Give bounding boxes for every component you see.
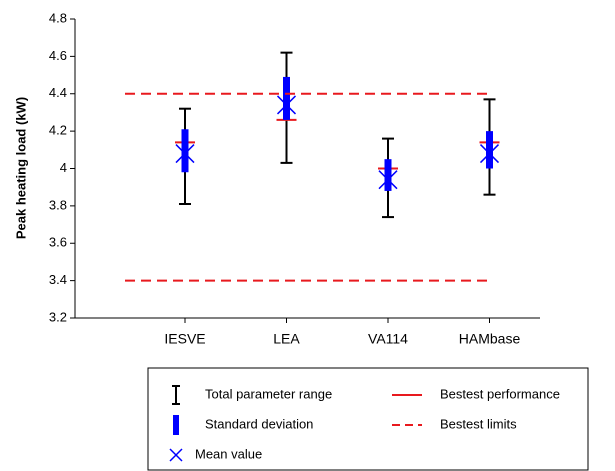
y-tick-label: 3.2 xyxy=(49,309,67,324)
y-axis-label: Peak heating load (kW) xyxy=(13,97,28,239)
y-tick-label: 4 xyxy=(60,160,67,175)
legend-symbol xyxy=(172,385,180,405)
y-tick-label: 3.4 xyxy=(49,272,67,287)
x-tick-label: IESVE xyxy=(164,331,205,347)
y-tick-label: 4.2 xyxy=(49,123,67,138)
std-bar xyxy=(181,129,189,173)
y-tick-label: 4.4 xyxy=(49,85,67,100)
mean-marker xyxy=(276,95,297,115)
legend-label: Standard deviation xyxy=(205,416,313,431)
mean-marker xyxy=(175,144,195,164)
std-bar xyxy=(283,76,290,120)
legend-box xyxy=(147,367,589,471)
y-tick-label: 4.6 xyxy=(49,48,67,63)
y-tick-label: 3.8 xyxy=(49,197,67,212)
x-tick-label: VA114 xyxy=(368,331,408,347)
legend-label: Mean value xyxy=(195,446,262,461)
legend-label: Bestest limits xyxy=(440,416,517,431)
legend-label: Total parameter range xyxy=(205,386,332,401)
y-tick-label: 4.8 xyxy=(49,10,67,25)
legend-symbol xyxy=(169,448,183,462)
legend-label: Bestest performance xyxy=(440,386,560,401)
x-tick-label: HAMbase xyxy=(459,331,521,347)
mean-marker xyxy=(378,170,398,190)
legend-symbol xyxy=(173,415,179,435)
std-bar xyxy=(486,131,493,169)
mean-marker xyxy=(479,144,500,164)
x-tick-label: LEA xyxy=(273,331,300,347)
y-tick-label: 3.6 xyxy=(49,235,67,250)
std-bar xyxy=(384,159,392,191)
